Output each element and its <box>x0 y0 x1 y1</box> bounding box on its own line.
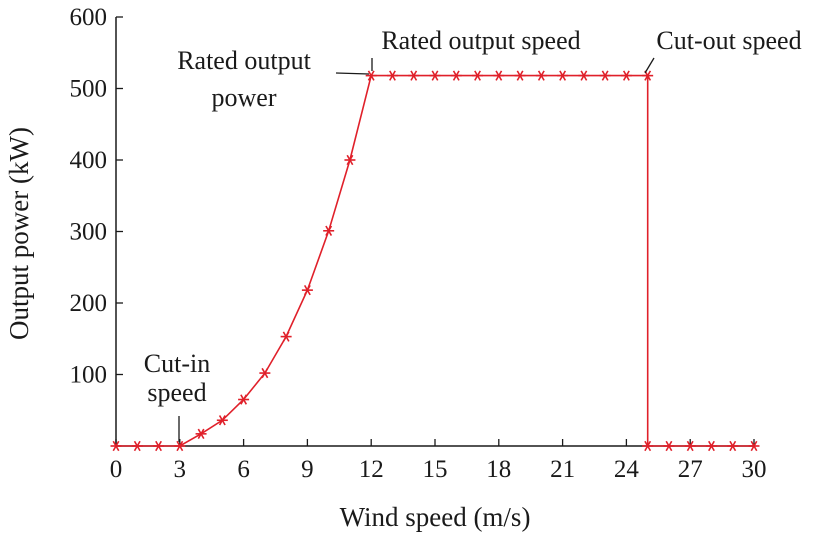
x-tick-label: 30 <box>742 456 767 483</box>
data-point <box>174 440 186 452</box>
y-tick-label: 100 <box>70 362 108 389</box>
annotation-leader <box>644 57 655 74</box>
data-point <box>620 70 632 81</box>
x-tick-label: 18 <box>486 456 511 483</box>
x-tick-label: 21 <box>550 456 575 483</box>
y-tick-label: 300 <box>70 219 108 246</box>
y-axis-title: Output power (kW) <box>4 127 34 340</box>
annotation-text: Rated output <box>177 46 311 75</box>
data-point <box>599 70 611 81</box>
x-tick-label: 0 <box>110 456 123 483</box>
data-point <box>301 284 313 296</box>
data-point <box>748 440 760 452</box>
data-point <box>684 440 696 452</box>
data-point <box>386 70 398 81</box>
data-point <box>514 70 526 81</box>
series-line <box>116 74 754 447</box>
data-point <box>259 367 271 379</box>
data-point <box>493 70 505 81</box>
x-tick-label: 15 <box>423 456 448 483</box>
data-point <box>642 440 654 452</box>
data-point <box>344 154 356 166</box>
annotation-text: speed <box>147 378 206 407</box>
y-tick-label: 400 <box>70 147 108 174</box>
y-tick-label: 500 <box>70 76 108 103</box>
x-tick-label: 24 <box>614 456 640 483</box>
y-tick-label: 600 <box>70 4 108 31</box>
data-point <box>429 70 441 81</box>
data-point <box>195 428 207 440</box>
data-point <box>705 440 717 452</box>
annotation-text: power <box>212 83 277 112</box>
x-axis-title: Wind speed (m/s) <box>340 502 531 532</box>
x-tick-label: 9 <box>301 456 314 483</box>
data-point <box>216 415 228 426</box>
data-point <box>408 70 420 81</box>
annotation-text: Cut-in <box>144 349 210 378</box>
axes: 0 3 6 9 12 15 18 21 24 27 30 100 200 300 400 500 600 <box>70 4 767 483</box>
data-point <box>557 70 569 81</box>
x-tick-label: 6 <box>237 456 250 483</box>
data-point <box>472 70 484 81</box>
data-point <box>535 70 547 81</box>
series-layer <box>110 70 760 452</box>
x-tick-label: 12 <box>359 456 384 483</box>
x-tick-label: 27 <box>678 456 703 483</box>
annotation-text: Cut-out speed <box>656 26 801 55</box>
data-point <box>238 394 250 405</box>
data-point <box>365 70 377 81</box>
data-point <box>663 440 675 452</box>
annotation-leader <box>335 72 370 75</box>
data-point <box>153 440 165 452</box>
y-tick-label: 200 <box>70 290 108 317</box>
annotation-text: Rated output speed <box>381 26 580 55</box>
data-point <box>110 440 122 452</box>
data-point <box>280 331 292 342</box>
data-point <box>323 225 335 236</box>
x-tick-label: 3 <box>174 456 187 483</box>
data-point <box>131 440 143 452</box>
data-point <box>578 70 590 81</box>
data-point <box>450 70 462 81</box>
data-point <box>727 440 739 452</box>
